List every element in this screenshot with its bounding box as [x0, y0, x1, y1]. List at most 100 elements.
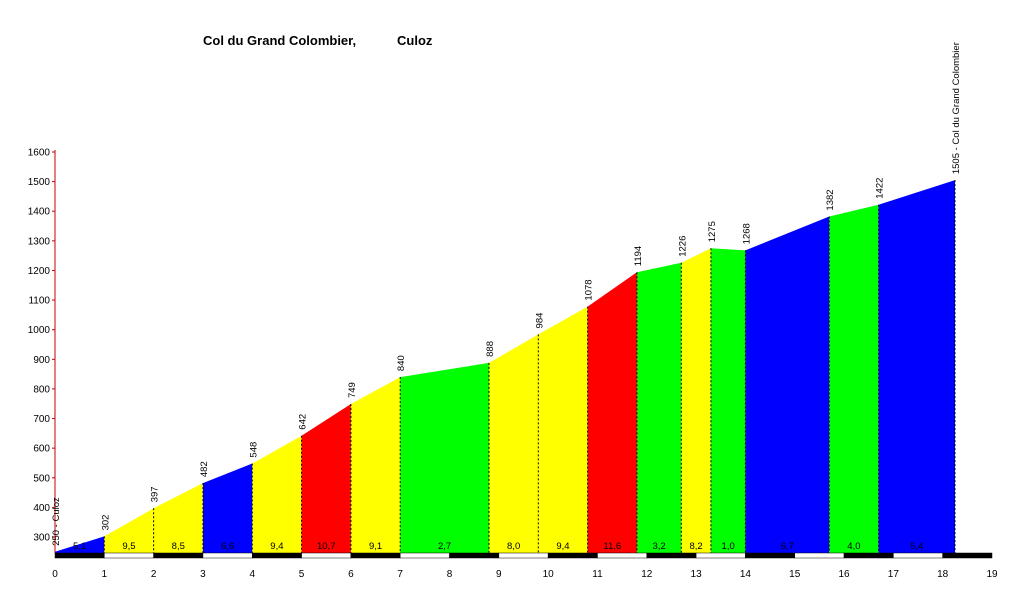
altitude-label: 888 [485, 341, 496, 357]
gradient-label: 1,0 [722, 541, 735, 552]
gradient-label: 6,7 [781, 541, 794, 552]
gradient-label: 5,4 [910, 541, 923, 552]
gradient-label: 9,1 [369, 541, 382, 552]
axes: 300 400 500 600 700 800 900 1000 1100 1200 1300 140… [28, 148, 56, 553]
altitude-label: 1078 [584, 279, 595, 300]
altitude-label: 642 [298, 414, 309, 430]
y-tick-label: 1300 [28, 236, 51, 247]
segment-area-15 [745, 216, 830, 554]
scale-bar-cell [794, 552, 845, 559]
scale-bar-cell [597, 552, 648, 559]
scale-bar-cell [350, 552, 401, 559]
segment-area-13 [681, 248, 711, 553]
altitude-label: 749 [347, 382, 358, 398]
y-tick-label: 1400 [28, 207, 51, 218]
gradient-label: 9,4 [270, 541, 283, 552]
gradient-label: 9,5 [122, 541, 135, 552]
gradient-label: 5,1 [73, 541, 86, 552]
segment-area-1 [55, 536, 105, 553]
km-scale-bar: 0 1 2 3 4 5 6 7 8 9 10 11 12 13 14 15 16 17 18 19 [52, 552, 998, 580]
altitude-label: 1505 - Col du Grand Colombier [951, 42, 962, 174]
x-tick-label: 5 [299, 569, 305, 580]
altitude-label: 1422 [875, 178, 886, 199]
scale-bar-cell [301, 552, 352, 559]
gradient-label: 8,0 [507, 541, 520, 552]
gradient-label: 11,6 [603, 541, 621, 552]
y-tick-label: 300 [33, 533, 50, 544]
altitude-labels: 250 - Culoz 302 397 482 548 642 749 840 888 984 10… [51, 42, 962, 546]
scale-bar-cell [646, 552, 697, 559]
x-tick-label: 10 [543, 569, 555, 580]
segment-area-16 [829, 204, 879, 553]
x-tick-label: 3 [200, 569, 206, 580]
gradient-label: 6,6 [221, 541, 234, 552]
altitude-label: 1275 [707, 221, 718, 242]
x-tick-label: 12 [641, 569, 653, 580]
altitude-label: 302 [100, 515, 111, 531]
y-tick-label: 500 [33, 473, 50, 484]
segment-area-11 [587, 272, 637, 553]
scale-bar-cell [745, 552, 795, 559]
scale-bar-cell [893, 552, 943, 559]
altitude-label: 397 [150, 486, 161, 502]
gradient-label: 10,7 [317, 541, 336, 552]
y-tick-label: 1200 [28, 266, 51, 277]
chart-subtitle: Culoz [397, 33, 433, 48]
x-tick-label: 15 [789, 569, 801, 580]
y-tick-label: 900 [33, 355, 50, 366]
y-tick-label: 1500 [28, 177, 51, 188]
altitude-label: 482 [199, 461, 210, 477]
scale-bar-cell [54, 552, 105, 559]
y-tick-label: 1000 [28, 325, 51, 336]
x-tick-label: 8 [447, 569, 453, 580]
x-tick-label: 13 [691, 569, 703, 580]
x-tick-label: 1 [102, 569, 108, 580]
segment-dividers [103, 180, 956, 553]
profile-areas [55, 180, 956, 554]
segment-area-2 [104, 508, 154, 553]
gradient-label: 2,7 [438, 541, 451, 552]
x-tick-label: 17 [888, 569, 900, 580]
altitude-label: 548 [248, 442, 259, 458]
x-tick-label: 2 [151, 569, 157, 580]
y-tick-label: 700 [33, 414, 50, 425]
x-tick-label: 16 [838, 569, 850, 580]
segment-area-8 [400, 362, 489, 553]
y-tick-label: 600 [33, 444, 50, 455]
gradient-label: 8,5 [172, 541, 185, 552]
segment-area-3 [153, 483, 203, 553]
x-tick-label: 4 [249, 569, 255, 580]
segment-area-6 [301, 404, 351, 553]
altitude-label: 250 - Culoz [51, 497, 62, 546]
y-tick-label: 400 [33, 503, 50, 514]
scale-bar-cell [547, 552, 598, 559]
chart-title: Col du Grand Colombier, [203, 33, 356, 48]
scale-bar-cell [843, 552, 894, 559]
scale-bar-cell [104, 552, 154, 559]
altitude-label: 1268 [741, 223, 752, 244]
x-tick-label: 9 [496, 569, 502, 580]
segment-area-14 [710, 248, 746, 553]
y-tick-label: 1100 [28, 296, 50, 307]
altitude-label: 840 [396, 355, 407, 371]
y-tick-label: 1600 [28, 148, 51, 159]
gradient-label: 8,2 [689, 541, 702, 552]
x-tick-label: 19 [986, 569, 998, 580]
segment-area-10 [538, 306, 588, 553]
gradient-label: 3,2 [653, 541, 666, 552]
scale-bar-cell [202, 552, 253, 559]
altitude-label: 1382 [825, 189, 836, 210]
scale-bar-cell [399, 552, 450, 559]
x-tick-label: 0 [52, 569, 58, 580]
altitude-label: 984 [534, 313, 545, 329]
segment-area-12 [636, 262, 682, 553]
gradient-label: 9,4 [556, 541, 569, 552]
y-tick-label: 800 [33, 384, 50, 395]
scale-bar-cell [449, 552, 500, 559]
segment-area-4 [202, 463, 253, 553]
altitude-label: 1194 [633, 246, 644, 266]
x-tick-label: 6 [348, 569, 354, 580]
scale-bar-cell [498, 552, 549, 559]
segment-area-5 [252, 435, 302, 553]
